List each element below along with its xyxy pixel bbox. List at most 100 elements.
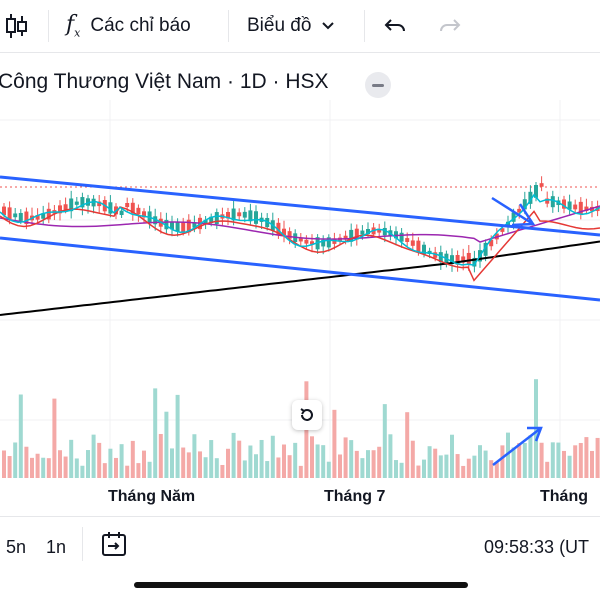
- volume-bar: [125, 465, 130, 478]
- volume-bar: [315, 444, 320, 478]
- candle-body: [41, 213, 46, 219]
- volume-bar: [254, 454, 258, 478]
- volume-bar: [506, 432, 510, 478]
- candle-body: [466, 252, 471, 265]
- volume-bar: [276, 457, 281, 478]
- candle-body: [528, 191, 533, 204]
- candle-body: [472, 257, 477, 267]
- volume-bar: [500, 445, 505, 478]
- volume-bar: [590, 450, 594, 478]
- reset-chart-button[interactable]: [292, 400, 322, 430]
- candle-body: [248, 210, 253, 222]
- candle-body: [343, 235, 348, 240]
- candle-body: [80, 197, 85, 208]
- volume-bar: [494, 462, 499, 478]
- candle-body: [298, 238, 303, 242]
- volume-bar: [265, 461, 270, 478]
- candle-body: [326, 237, 331, 248]
- drawn-arrow: [492, 426, 543, 466]
- candle-body: [539, 183, 544, 187]
- volume-bar: [41, 457, 46, 478]
- volume-bar: [405, 412, 410, 478]
- candle-body: [242, 211, 247, 218]
- candle-body: [584, 206, 589, 212]
- candle-body: [438, 252, 443, 263]
- chevron-down-icon: [322, 22, 335, 30]
- candle-body: [416, 240, 421, 253]
- volume-bar: [209, 440, 214, 478]
- date-range-button[interactable]: [100, 530, 128, 563]
- volume-bar: [186, 452, 191, 478]
- candle-body: [433, 252, 438, 258]
- volume-bar: [7, 456, 12, 478]
- volume-bar: [91, 434, 96, 478]
- candle-body: [410, 240, 415, 246]
- volume-bar: [203, 457, 208, 478]
- volume-bar: [80, 465, 85, 478]
- candle-body: [181, 221, 186, 232]
- undo-icon: [384, 19, 405, 32]
- candle-body: [175, 221, 180, 232]
- candle-body: [58, 205, 62, 214]
- range-1n-button[interactable]: 1n: [46, 537, 67, 557]
- candle-body: [192, 222, 197, 228]
- home-indicator: [134, 582, 468, 588]
- candle-body: [119, 210, 124, 216]
- volume-bar: [461, 465, 466, 478]
- candle-body: [7, 207, 12, 220]
- candle-body: [86, 198, 90, 206]
- volume-bar: [388, 434, 393, 478]
- candle-body: [349, 229, 354, 242]
- candle-body: [164, 219, 169, 230]
- toolbar-separator: [228, 10, 229, 42]
- volume-bar: [478, 445, 482, 478]
- volume-bar: [483, 450, 488, 478]
- candle-body: [13, 213, 18, 218]
- volume-bar: [450, 434, 454, 478]
- volume-bar: [382, 404, 387, 478]
- candles-icon[interactable]: [4, 0, 28, 52]
- volume-bar: [214, 458, 219, 478]
- undo-button[interactable]: [384, 0, 406, 52]
- candle-body: [522, 199, 527, 210]
- volume-bar: [18, 394, 23, 478]
- volume-bar: [130, 440, 135, 478]
- volume-bar: [170, 448, 174, 478]
- candle-body: [450, 255, 454, 265]
- range-5n-button[interactable]: 5n: [6, 537, 27, 557]
- time-axis-label: Tháng Năm: [108, 488, 196, 505]
- volume-bar: [198, 451, 202, 478]
- volume-bar: [220, 464, 225, 478]
- candle-body: [209, 216, 214, 224]
- volume-bar: [438, 455, 443, 478]
- candle-body: [282, 228, 286, 236]
- indicators-button[interactable]: fx Các chỉ báo: [66, 0, 191, 52]
- volume-bar: [578, 442, 583, 478]
- rotate-icon: [300, 408, 313, 421]
- collapse-legend-button[interactable]: [365, 72, 391, 98]
- candle-body: [170, 222, 174, 230]
- function-icon: fx: [66, 12, 81, 40]
- candle-body: [377, 229, 382, 233]
- price-chart[interactable]: [0, 100, 600, 510]
- volume-bar: [595, 437, 600, 478]
- volume-bar: [539, 442, 544, 478]
- candle-body: [18, 212, 23, 221]
- redo-button[interactable]: [439, 0, 461, 52]
- candle-body: [108, 202, 113, 214]
- candle-body: [489, 239, 494, 247]
- bottom-separator: [82, 527, 83, 561]
- chart-type-button[interactable]: Biểu đồ: [247, 0, 335, 52]
- candle-body: [287, 231, 292, 239]
- volume-bar: [371, 450, 376, 478]
- volume-bar: [455, 454, 460, 478]
- volume-bar: [248, 445, 253, 478]
- volume-bar: [69, 439, 74, 478]
- calendar-goto-icon: [102, 532, 126, 556]
- volume-bar: [13, 442, 18, 478]
- volume-bar: [556, 442, 561, 478]
- top-toolbar: fx Các chỉ báo Biểu đồ: [0, 0, 600, 53]
- volume-bar: [270, 435, 275, 478]
- candle-body: [153, 216, 158, 225]
- volume-bar: [349, 440, 354, 478]
